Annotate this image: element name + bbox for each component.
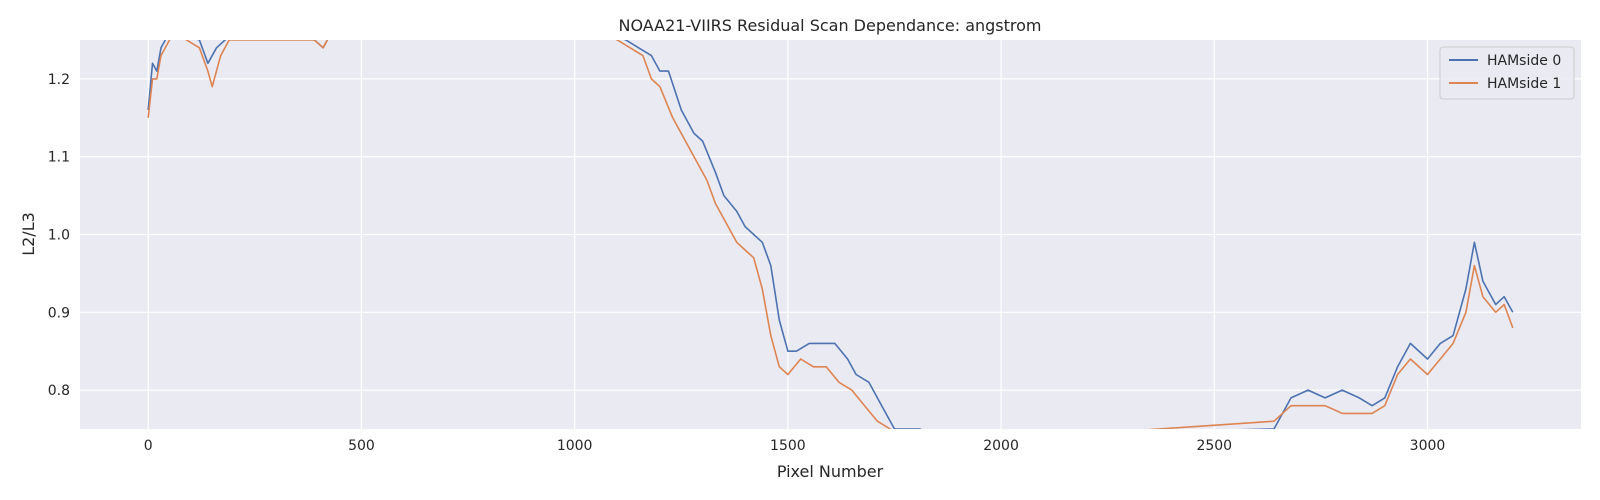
x-tick-label: 500 xyxy=(348,438,375,454)
series-layer xyxy=(147,40,1514,429)
x-tick-label: 2000 xyxy=(983,438,1019,454)
chart-title: NOAA21-VIIRS Residual Scan Dependance: a… xyxy=(618,16,1041,35)
legend-label-hamside-0: HAMside 0 xyxy=(1487,53,1561,69)
y-grid xyxy=(80,78,1581,391)
x-tick-label: 3000 xyxy=(1410,438,1446,454)
series-line-hamside-0 xyxy=(147,40,1514,429)
x-tick-label: 1500 xyxy=(770,438,806,454)
x-tick-label: 0 xyxy=(144,438,153,454)
series-line-hamside-1 xyxy=(147,40,1514,429)
x-tick-labels: 0 500 1000 1500 2000 2500 3000 xyxy=(144,438,1446,454)
y-tick-label: 1.0 xyxy=(48,228,70,244)
legend-label-hamside-1: HAMside 1 xyxy=(1487,76,1561,92)
y-tick-label: 1.2 xyxy=(48,72,70,88)
y-tick-label: 1.1 xyxy=(48,150,70,166)
y-tick-labels: 0.8 0.9 1.0 1.1 1.2 xyxy=(48,72,70,399)
y-tick-label: 0.9 xyxy=(48,305,70,321)
y-tick-label: 0.8 xyxy=(48,383,70,399)
x-axis-label: Pixel Number xyxy=(777,462,884,481)
legend: HAMside 0 HAMside 1 xyxy=(1439,46,1575,100)
x-tick-label: 1000 xyxy=(557,438,593,454)
y-axis-label: L2/L3 xyxy=(19,212,38,256)
x-tick-label: 2500 xyxy=(1196,438,1232,454)
